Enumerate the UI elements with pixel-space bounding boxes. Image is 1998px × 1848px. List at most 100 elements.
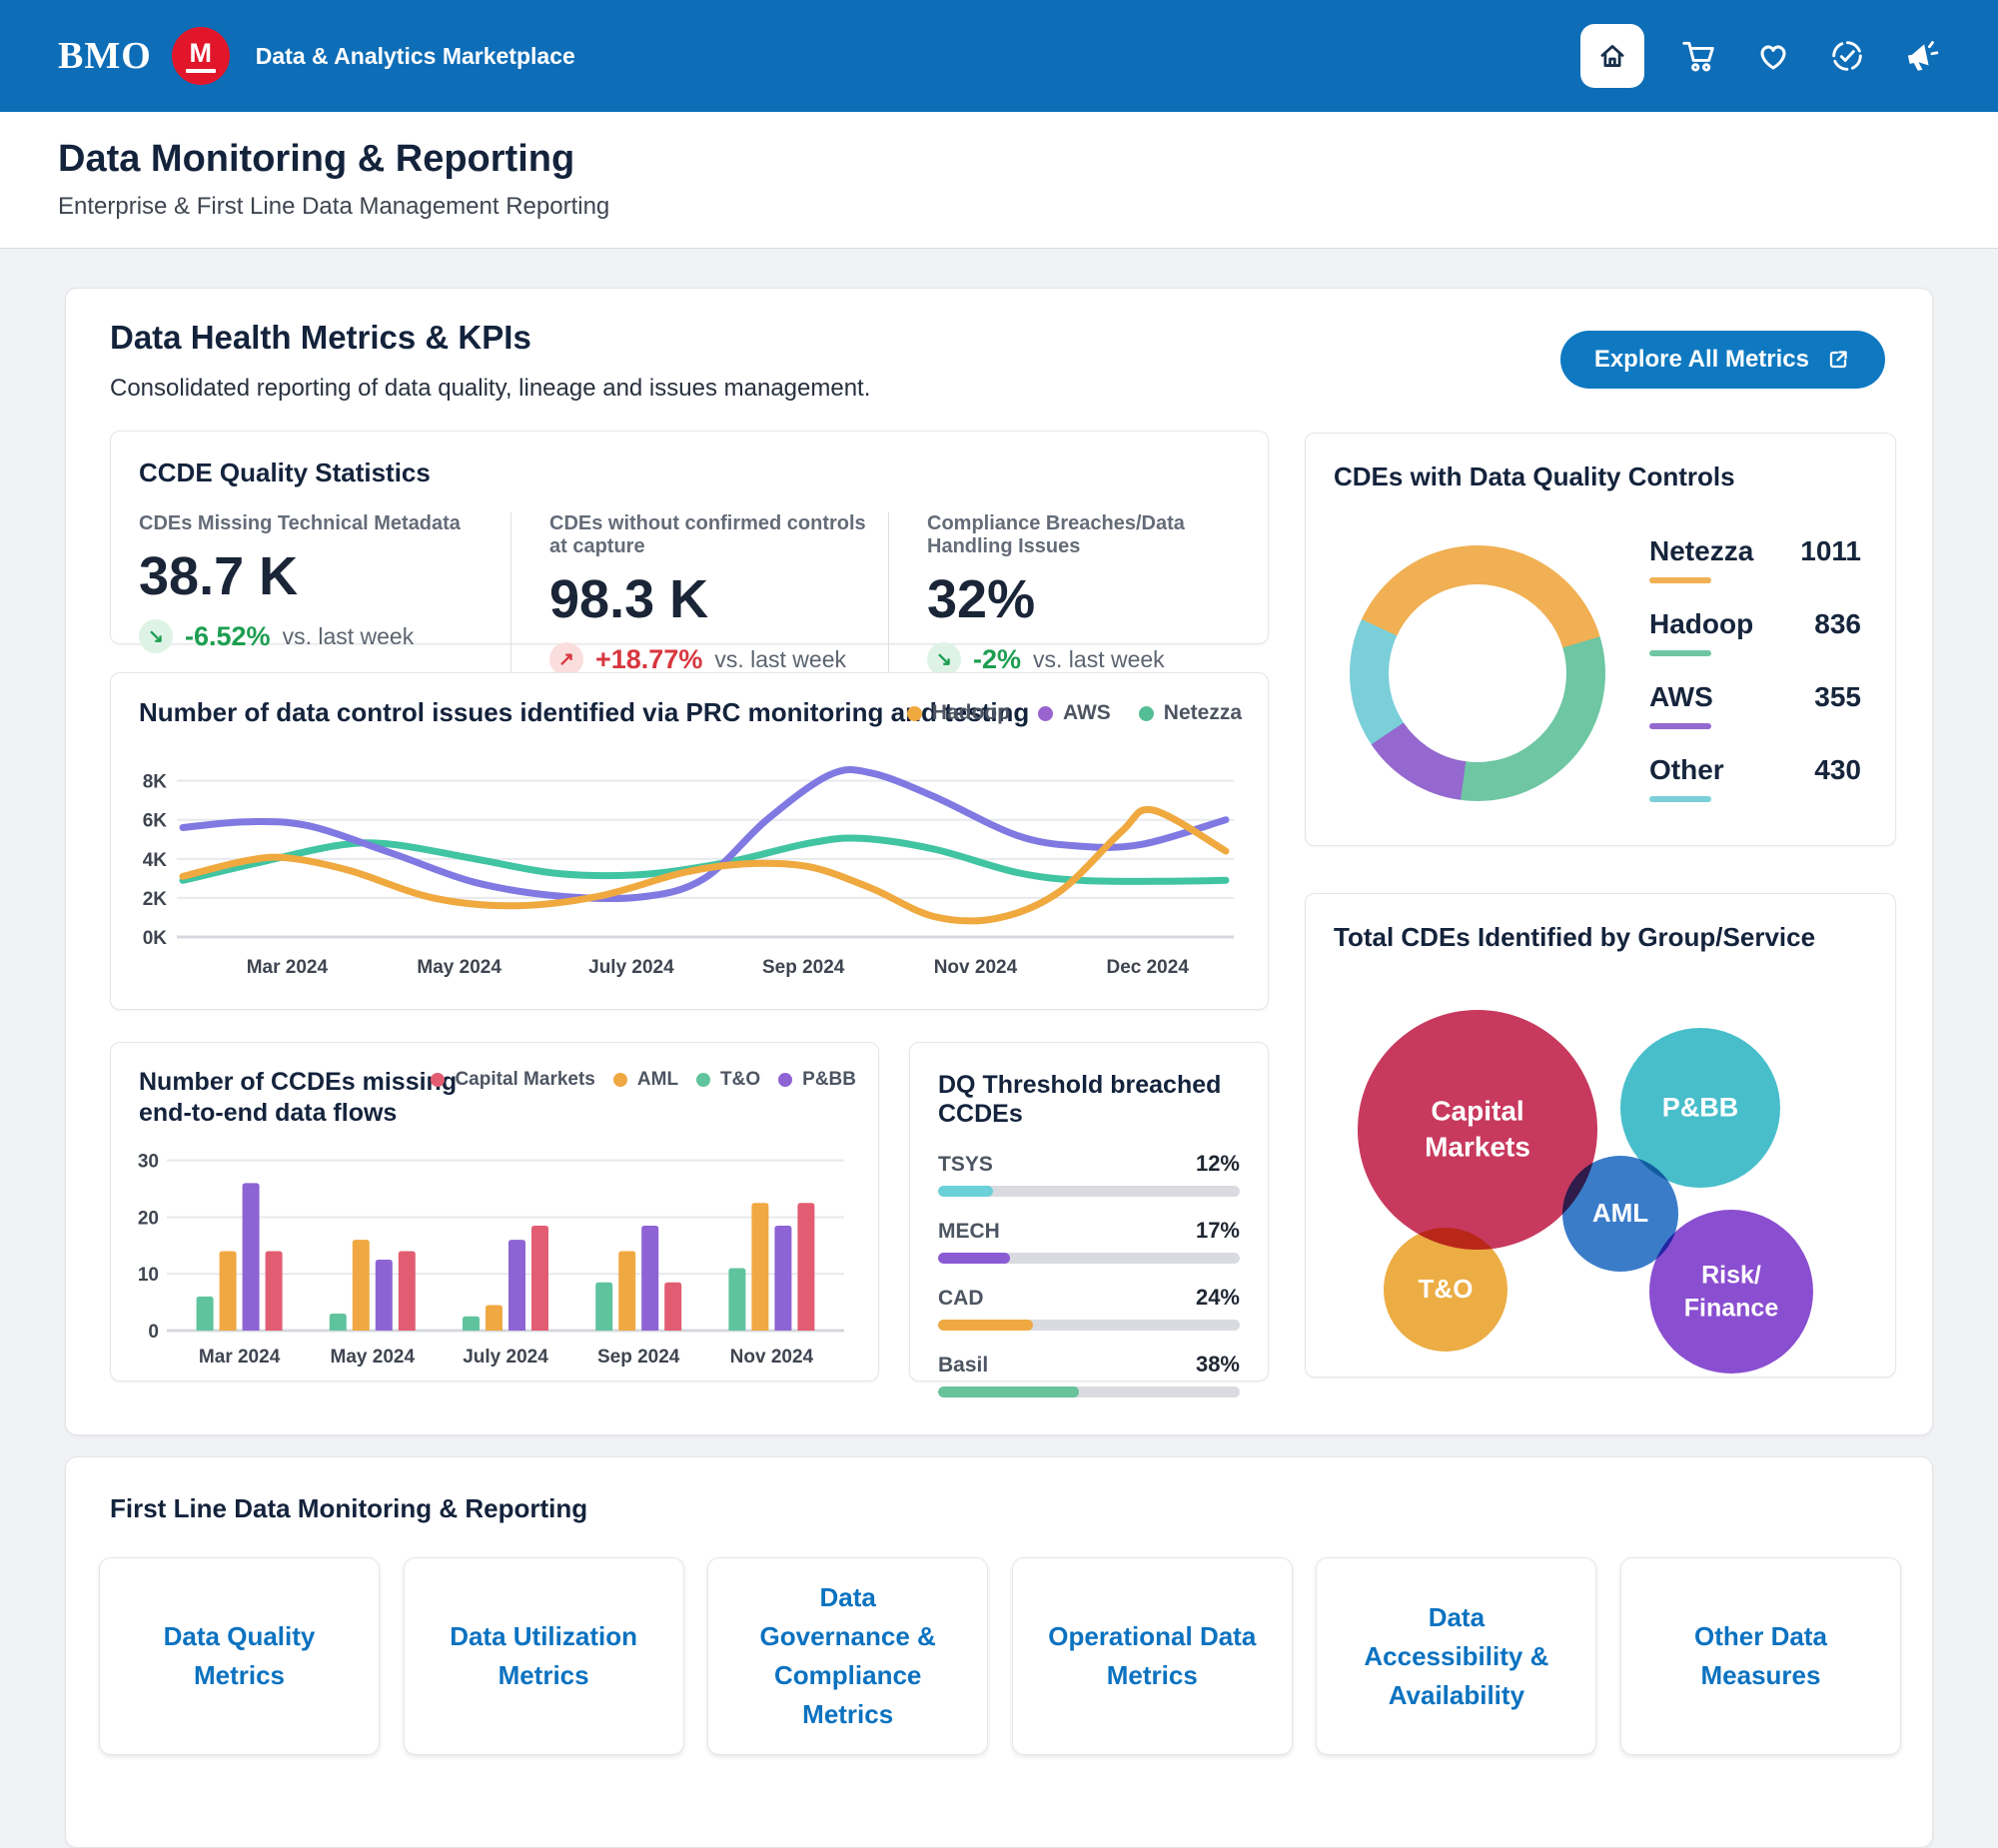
bubble-p-bb <box>1620 1028 1780 1188</box>
bubble-capital-markets <box>1358 1010 1597 1250</box>
bubble-t-o <box>1384 1228 1507 1352</box>
kpi-value: 32% <box>927 569 1036 629</box>
bmo-roundel-logo: M <box>171 27 230 85</box>
progress-row-basil: Basil 38% <box>938 1352 1240 1397</box>
first-line-section: First Line Data Monitoring & Reporting D… <box>65 1456 1933 1848</box>
cdes-by-group-bubble-card: Total CDEs Identified by Group/Service C… <box>1305 893 1896 1378</box>
kpi-delta: -2% <box>973 643 1022 674</box>
trend-arrow-icon: ↗ <box>549 642 583 676</box>
svg-text:0: 0 <box>148 1322 159 1343</box>
legend-underline <box>1649 650 1711 656</box>
kpi-delta: +18.77% <box>595 643 703 674</box>
dq-card-title: DQ Threshold breached CCDEs <box>938 1071 1222 1128</box>
card-data-utilization-metrics[interactable]: Data Utilization Metrics <box>403 1557 684 1755</box>
legend-underline <box>1649 723 1711 729</box>
card-operational-data-metrics[interactable]: Operational Data Metrics <box>1011 1557 1293 1755</box>
progress-fill <box>938 1253 1010 1264</box>
card-data-quality-metrics[interactable]: Data Quality Metrics <box>99 1557 380 1755</box>
donut-legend-hadoop: Hadoop 836 <box>1649 608 1861 656</box>
svg-text:July 2024: July 2024 <box>588 957 674 978</box>
line-chart: 0K 2K 4K 6K 8K Mar 2024 May 2024 July 2024 Sep 2… <box>143 766 1234 978</box>
svg-text:2K: 2K <box>143 889 168 910</box>
kpi-missing-metadata: CDEs Missing Technical Metadata 38.7 K ↘… <box>139 512 510 676</box>
legend-dot-aml <box>612 1073 627 1087</box>
progress-row-tsys: TSYS 12% <box>938 1151 1240 1197</box>
svg-text:8K: 8K <box>143 772 168 793</box>
svg-text:20: 20 <box>138 1208 159 1229</box>
donut-legend: Netezza 1011 Hadoop 836 AWS 355 Other 43… <box>1649 535 1861 827</box>
announcements-megaphone-icon[interactable] <box>1902 35 1944 77</box>
card-other-data-measures[interactable]: Other Data Measures <box>1619 1557 1901 1755</box>
svg-text:0K: 0K <box>143 928 168 949</box>
card-data-governance-compliance-metrics[interactable]: Data Governance & Compliance Metrics <box>707 1557 989 1755</box>
progress-track <box>938 1186 1240 1197</box>
cart-icon[interactable] <box>1680 37 1718 75</box>
legend-dot-pbb <box>778 1073 793 1087</box>
explore-all-metrics-button[interactable]: Explore All Metrics <box>1559 331 1885 389</box>
ccde-missing-flows-bar-chart-card: Number of CCDEs missing end-to-end data … <box>110 1042 879 1382</box>
section-title: Data Health Metrics & KPIs <box>110 319 531 356</box>
legend-dot-to <box>696 1073 711 1087</box>
page-subtitle: Enterprise & First Line Data Management … <box>58 193 610 220</box>
svg-text:Sep 2024: Sep 2024 <box>597 1347 680 1368</box>
home-icon[interactable] <box>1580 24 1644 88</box>
app-title: Data & Analytics Marketplace <box>255 42 575 69</box>
svg-text:May 2024: May 2024 <box>331 1347 416 1368</box>
heart-icon[interactable] <box>1754 37 1792 75</box>
progress-fill <box>938 1386 1080 1397</box>
line-chart-title: Number of data control issues identified… <box>139 697 1030 727</box>
svg-text:Dec 2024: Dec 2024 <box>1106 957 1189 978</box>
svg-text:4K: 4K <box>143 850 168 871</box>
bubble-label: Risk/Finance <box>1683 1261 1779 1323</box>
progress-track <box>938 1386 1240 1397</box>
progress-row-cad: CAD 24% <box>938 1285 1240 1331</box>
svg-text:Mar 2024: Mar 2024 <box>247 957 329 978</box>
svg-text:Mar 2024: Mar 2024 <box>199 1347 281 1368</box>
donut-chart-title: CDEs with Data Quality Controls <box>1334 462 1735 491</box>
svg-text:July 2024: July 2024 <box>463 1347 548 1368</box>
donut-legend-netezza: Netezza 1011 <box>1649 535 1861 583</box>
bubble-canvas: Capital Markets P&BB AML T&O Risk/Finance <box>1334 958 1869 1376</box>
donut-hole <box>1389 584 1566 762</box>
external-link-icon <box>1829 351 1847 369</box>
prc-issues-line-chart-card: Number of data control issues identified… <box>110 672 1269 1010</box>
svg-text:Nov 2024: Nov 2024 <box>730 1347 814 1368</box>
svg-text:Nov 2024: Nov 2024 <box>934 957 1018 978</box>
bar-chart-title: Number of CCDEs missing end-to-end data … <box>139 1068 458 1128</box>
kpi-value: 98.3 K <box>549 569 709 629</box>
line-chart-legend: Hadoop AWS Netezza <box>906 701 1242 725</box>
svg-text:Sep 2024: Sep 2024 <box>762 957 845 978</box>
kpi-compliance-breaches: Compliance Breaches/Data Handling Issues… <box>888 512 1238 676</box>
progress-track <box>938 1320 1240 1331</box>
legend-dot-aws <box>1037 705 1053 721</box>
bmo-wordmark: BMO <box>58 35 152 77</box>
progress-fill <box>938 1186 993 1197</box>
page-title: Data Monitoring & Reporting <box>58 138 575 180</box>
svg-text:6K: 6K <box>143 811 168 832</box>
bar-chart: 0 10 20 30 Mar 2024 May 2024 July 2024 Sep 2024… <box>138 1152 844 1368</box>
progress-row-mech: MECH 17% <box>938 1218 1240 1264</box>
kpi-value: 38.7 K <box>139 546 299 606</box>
legend-dot-capital-markets <box>431 1073 446 1087</box>
page-title-band: Data Monitoring & Reporting Enterprise &… <box>0 112 1998 249</box>
bubble-label: Capital Markets <box>1425 1095 1530 1163</box>
donut-legend-aws: AWS 355 <box>1649 681 1861 729</box>
bubble-risk-finance <box>1649 1210 1813 1374</box>
bubble-label: P&BB <box>1661 1092 1739 1123</box>
kpi-unconfirmed-controls: CDEs without confirmed controls at captu… <box>510 512 888 676</box>
trend-arrow-icon: ↘ <box>927 642 961 676</box>
donut-legend-other: Other 430 <box>1649 754 1861 802</box>
progress-track <box>938 1253 1240 1264</box>
donut-chart <box>1350 545 1605 801</box>
approvals-check-icon[interactable] <box>1828 37 1866 75</box>
header-icon-bar <box>1580 24 1944 88</box>
app-header: BMO M Data & Analytics Marketplace <box>0 0 1998 112</box>
svg-text:30: 30 <box>138 1152 159 1173</box>
dq-controls-donut-card: CDEs with Data Quality Controls Netezza … <box>1305 433 1896 846</box>
section-subtitle: Consolidated reporting of data quality, … <box>110 375 871 402</box>
legend-underline <box>1649 796 1711 802</box>
first-line-title: First Line Data Monitoring & Reporting <box>110 1493 588 1523</box>
card-data-accessibility-availability[interactable]: Data Accessibility & Availability <box>1316 1557 1597 1755</box>
progress-fill <box>938 1320 1033 1331</box>
